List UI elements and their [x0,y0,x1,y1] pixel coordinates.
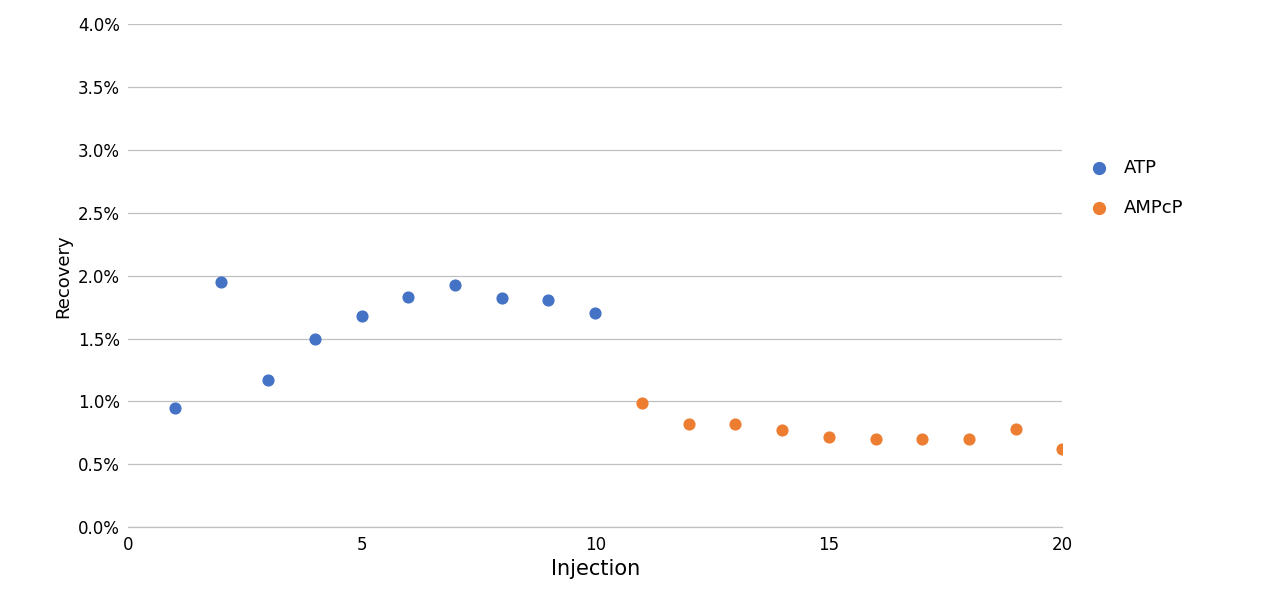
AMPcP [959,435,979,444]
Legend: ATP, AMPcP: ATP, AMPcP [1080,159,1184,217]
AMPcP [911,435,932,444]
ATP [257,375,279,385]
ATP [539,295,559,304]
AMPcP [1052,444,1073,454]
ATP [445,280,466,290]
ATP [164,403,186,413]
Y-axis label: Recovery: Recovery [54,234,72,318]
X-axis label: Injection: Injection [550,559,640,579]
AMPcP [865,435,886,444]
ATP [585,308,605,318]
ATP [211,277,232,287]
ATP [305,334,325,344]
AMPcP [678,419,699,429]
AMPcP [1006,424,1027,434]
AMPcP [819,432,840,442]
AMPcP [724,419,745,429]
AMPcP [772,425,792,435]
ATP [351,311,372,321]
AMPcP [631,398,652,408]
ATP [398,292,419,302]
ATP [492,293,512,303]
